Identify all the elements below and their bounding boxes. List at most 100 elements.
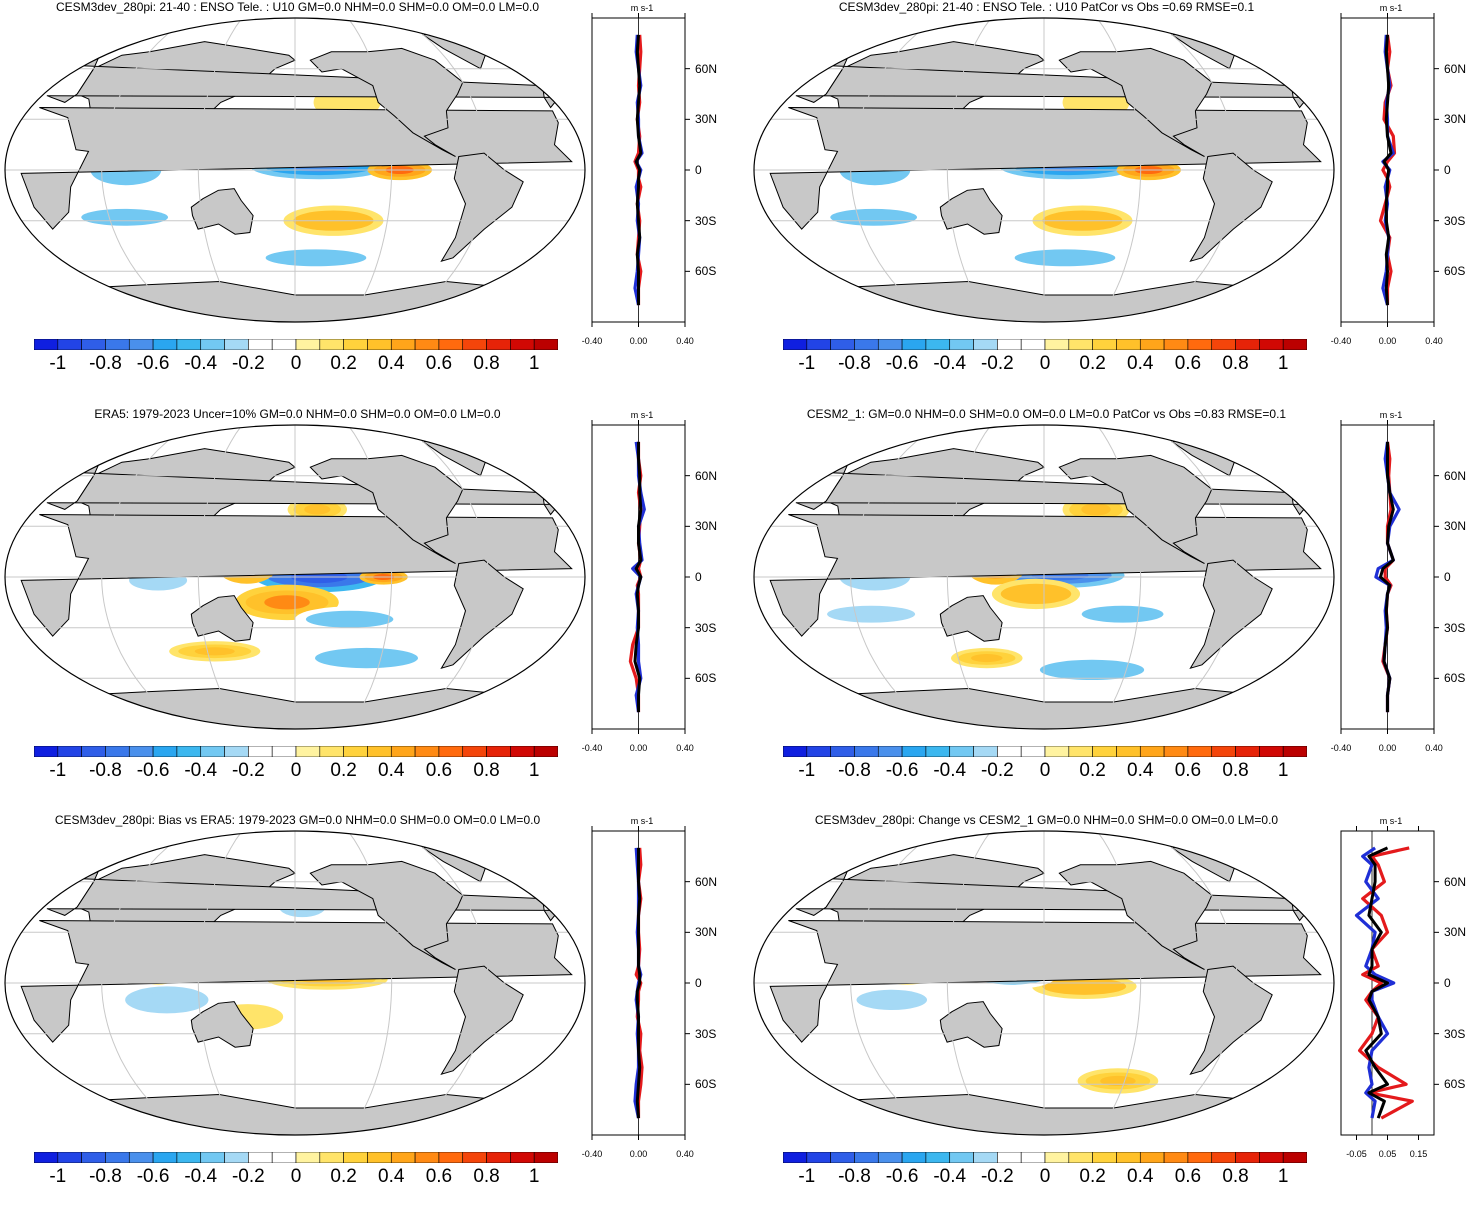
land-samerica <box>440 965 524 1076</box>
longitude-gridline <box>101 425 190 729</box>
panel-change: CESM3dev_280pi: Change vs CESM2_1 GM=0.0… <box>749 813 1483 1208</box>
land-samerica <box>440 152 524 263</box>
colorbar-swatch <box>997 746 1022 757</box>
colorbar-swatch <box>1139 339 1165 350</box>
colorbar-label: -1 <box>49 1166 67 1187</box>
colorbar-swatch <box>877 1152 903 1163</box>
colorbar-swatch <box>390 1152 416 1163</box>
colorbar-swatch <box>925 1152 951 1163</box>
anomaly-core <box>332 95 362 110</box>
panel-title: CESM3dev_280pi: Bias vs ERA5: 1979-2023 … <box>54 813 541 827</box>
anomaly-core <box>1061 981 1108 992</box>
colorbar-swatch <box>1139 746 1165 757</box>
colorbar-swatch <box>105 746 130 757</box>
lat-label: 0 <box>1444 570 1451 584</box>
colorbar-swatch <box>176 1152 202 1163</box>
colorbar-swatch <box>1259 339 1284 350</box>
colorbar-swatch <box>533 746 558 757</box>
lat-label: 60S <box>695 1077 717 1092</box>
colorbar-label: -0.4 <box>184 1166 218 1187</box>
longitude-gridline <box>850 18 939 322</box>
colorbar-swatch <box>1187 339 1213 350</box>
lat-label: 30N <box>1444 519 1467 534</box>
colorbar-swatch <box>854 339 879 350</box>
colorbar-swatch <box>81 1152 106 1163</box>
colorbar-swatch <box>830 746 855 757</box>
colorbar-swatch <box>1163 746 1189 757</box>
colorbar-label: 0.8 <box>473 1166 500 1187</box>
longitude-gridline <box>400 425 489 729</box>
colorbar-swatch <box>105 1152 130 1163</box>
land-samerica <box>440 559 524 670</box>
colorbar-swatch <box>901 339 927 350</box>
lat-label: 60S <box>1444 264 1466 279</box>
colorbar-swatch <box>295 1152 321 1163</box>
colorbar-label: -0.6 <box>885 1166 919 1187</box>
colorbar-swatch <box>877 746 903 757</box>
colorbar-swatch <box>1259 1152 1284 1163</box>
colorbar-swatch <box>438 746 464 757</box>
panel-title: CESM2_1: GM=0.0 NHM=0.0 SHM=0.0 OM=0.0 L… <box>806 407 1287 421</box>
colorbar-swatch <box>1235 1152 1260 1163</box>
colorbar-label: 0.8 <box>1222 760 1249 781</box>
zonal-mean-profile <box>591 13 690 327</box>
colorbar-swatch <box>1116 746 1141 757</box>
colorbar-swatch <box>248 339 273 350</box>
colorbar-label: 0 <box>290 760 302 781</box>
colorbar <box>34 1152 558 1163</box>
colorbar-swatch <box>1020 339 1046 350</box>
colorbar-swatch <box>128 339 154 350</box>
lat-label: 0 <box>1444 976 1451 990</box>
colorbar-labels: -1 -0.8 -0.6 -0.4 -0.2 0 0.2 0.4 0.6 0.8 1 <box>783 352 1307 376</box>
x-tick-label: 0.40 <box>676 1149 694 1159</box>
colorbar-label: 0.4 <box>1127 353 1154 374</box>
colorbar-label: 0.2 <box>1079 760 1106 781</box>
world-map <box>4 424 586 730</box>
colorbar-swatch <box>783 1152 808 1163</box>
profile-line-black <box>1379 441 1395 713</box>
colorbar-swatch <box>486 746 511 757</box>
longitude-gridline <box>946 831 992 1135</box>
colorbar-label: 0.2 <box>330 760 357 781</box>
anomaly-core <box>1100 609 1146 620</box>
longitude-gridline <box>1096 425 1142 729</box>
colorbar-swatch <box>176 339 202 350</box>
anomaly-core <box>143 991 190 1008</box>
colorbar-label: -0.8 <box>89 353 122 374</box>
colorbar-swatch <box>200 746 225 757</box>
lat-label: 0 <box>1444 163 1451 177</box>
colorbar-label: 0 <box>1039 353 1051 374</box>
x-tick-label: 0.00 <box>629 743 648 753</box>
anomaly-core <box>971 654 1003 663</box>
lat-label: 0 <box>695 163 702 177</box>
colorbar-swatch <box>438 339 464 350</box>
colorbar-swatch <box>128 746 154 757</box>
lat-label: 60S <box>695 671 717 686</box>
profile-line-black <box>1382 34 1393 306</box>
zonal-mean-profile <box>1340 826 1439 1140</box>
lat-label: 0 <box>695 976 702 990</box>
colorbar-swatch <box>486 339 511 350</box>
colorbar-label: 0.8 <box>1222 353 1249 374</box>
colorbar-swatch <box>248 746 273 757</box>
colorbar-swatch <box>1187 746 1213 757</box>
x-tick-label: -0.40 <box>1330 743 1352 753</box>
colorbar-swatch <box>1068 1152 1093 1163</box>
land-namerica <box>309 47 464 157</box>
colorbar-label: 0.8 <box>473 760 500 781</box>
colorbar-swatch <box>854 746 879 757</box>
profile-unit: m s-1 <box>630 410 654 420</box>
longitude-gridline <box>347 831 393 1135</box>
colorbar-swatch <box>1211 339 1236 350</box>
colorbar-label: -1 <box>49 760 67 781</box>
colorbar-swatch <box>1139 1152 1165 1163</box>
colorbar-swatch <box>57 339 82 350</box>
colorbar-swatch <box>176 746 202 757</box>
colorbar-label: -0.4 <box>184 760 218 781</box>
profile-line-black <box>1364 846 1389 1119</box>
map-border <box>4 424 586 730</box>
colorbar-swatch <box>319 746 344 757</box>
lat-label: 30S <box>695 213 717 228</box>
panel-title: CESM3dev_280pi: 21-40 : ENSO Tele. : U10… <box>838 0 1255 14</box>
colorbar-label: -0.4 <box>933 353 967 374</box>
